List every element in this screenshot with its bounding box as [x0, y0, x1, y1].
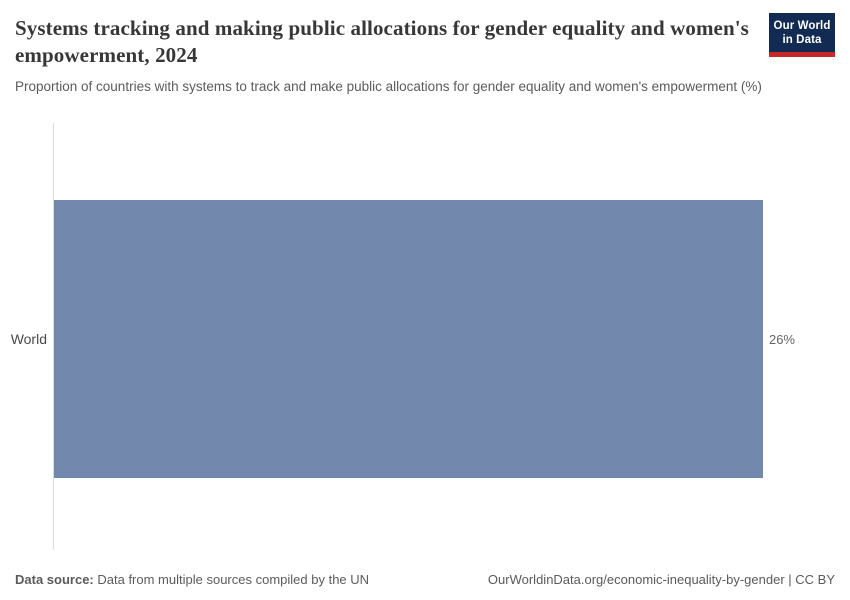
- chart-footer: Data source: Data from multiple sources …: [15, 572, 835, 587]
- data-source-label: Data source:: [15, 572, 94, 587]
- data-source-note: Data source: Data from multiple sources …: [15, 572, 369, 587]
- data-source-value: Data from multiple sources compiled by t…: [97, 572, 370, 587]
- owid-logo-line2: in Data: [782, 34, 822, 46]
- owid-logo-line1: Our World: [773, 20, 831, 32]
- bar-row-world: World 26%: [0, 200, 850, 478]
- chart-subtitle: Proportion of countries with systems to …: [15, 79, 762, 94]
- bar-value-label: 26%: [768, 331, 795, 347]
- bar-world[interactable]: [54, 200, 763, 478]
- bar-chart: World 26%: [0, 123, 850, 550]
- owid-url-license-link[interactable]: OurWorldinData.org/economic-inequality-b…: [487, 572, 835, 587]
- owid-logo[interactable]: Our World in Data: [769, 13, 835, 57]
- entity-label-world[interactable]: World: [10, 331, 47, 347]
- bar-track: 26%: [54, 200, 795, 478]
- chart-title: Systems tracking and making public alloc…: [15, 16, 749, 67]
- chart-header: Systems tracking and making public alloc…: [15, 13, 835, 96]
- y-axis-line: [53, 123, 54, 550]
